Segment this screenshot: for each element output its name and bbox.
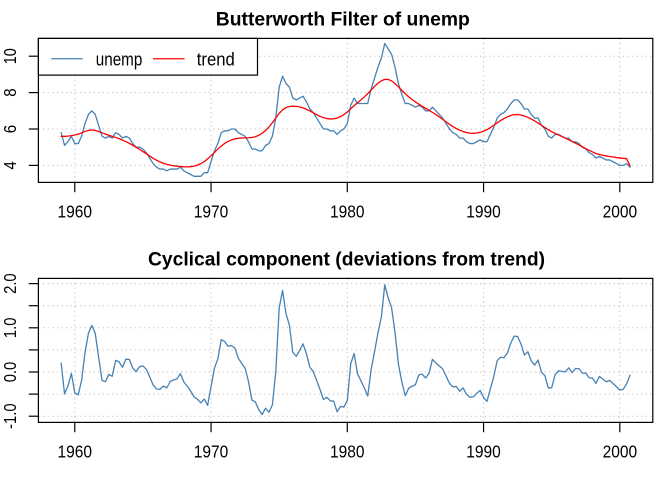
svg-text:Butterworth Filter of unemp: Butterworth Filter of unemp [216,8,470,30]
svg-text:-1.0: -1.0 [0,403,20,429]
svg-text:1970: 1970 [194,201,229,221]
svg-text:1970: 1970 [194,441,229,461]
svg-text:1960: 1960 [58,201,93,221]
svg-text:10: 10 [0,48,20,64]
svg-text:1990: 1990 [466,201,501,221]
svg-text:Cyclical component (deviations: Cyclical component (deviations from tren… [148,248,545,270]
svg-text:unemp: unemp [96,50,143,70]
svg-text:1980: 1980 [330,441,365,461]
svg-text:1960: 1960 [58,441,93,461]
svg-text:2000: 2000 [603,201,638,221]
svg-text:2000: 2000 [603,441,638,461]
svg-text:1990: 1990 [466,441,501,461]
svg-text:0.0: 0.0 [0,362,20,383]
svg-text:8: 8 [0,88,20,96]
svg-text:2.0: 2.0 [0,273,20,294]
svg-text:trend: trend [197,50,235,70]
svg-text:6: 6 [0,125,20,133]
svg-text:1980: 1980 [330,201,365,221]
svg-text:4: 4 [0,161,20,170]
svg-text:1.0: 1.0 [0,318,20,339]
